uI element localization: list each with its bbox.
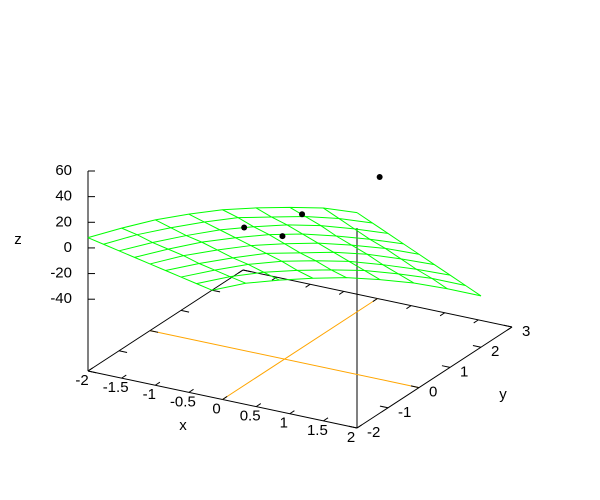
z-tick-label: 20 [55, 213, 72, 230]
z-axis-label: z [14, 231, 22, 248]
y-tick [348, 425, 358, 429]
x-tick [121, 374, 127, 379]
x-tick [154, 381, 161, 386]
y-tick [441, 365, 451, 368]
x-tick [271, 276, 277, 281]
surface-mesh-line [87, 237, 213, 291]
x-tick-label: 0 [212, 400, 220, 417]
data-point [376, 173, 383, 180]
z-tick-label: -40 [50, 290, 72, 307]
data-point [241, 224, 248, 231]
surface-mesh-line [222, 209, 347, 279]
x-tick [372, 298, 378, 302]
x-tick [439, 312, 446, 317]
x-tick [356, 424, 362, 429]
y-tick [180, 309, 190, 313]
y-tick [410, 385, 420, 389]
x-tick [238, 269, 244, 274]
y-tick [503, 324, 513, 328]
surface-mesh-line [356, 212, 482, 297]
data-point [279, 233, 286, 240]
x-tick [406, 305, 412, 310]
x-tick [323, 417, 329, 422]
surface-mesh-line [103, 215, 373, 245]
y-tick [242, 269, 252, 273]
surface-mesh-line [180, 260, 451, 278]
y-tick-label: 2 [491, 343, 499, 360]
y-tick-label: -1 [398, 404, 411, 421]
y-tick-label: 3 [522, 323, 530, 340]
base-edge [356, 326, 513, 429]
z-tick-label: 40 [55, 188, 72, 205]
x-tick [188, 388, 194, 393]
x-tick-label: 1 [280, 415, 288, 432]
y-tick [87, 370, 97, 374]
x-tick-label: 0.5 [240, 408, 261, 425]
x-tick [305, 283, 311, 288]
surface-mesh-line [87, 206, 358, 239]
y-tick [118, 350, 128, 353]
data-point [299, 211, 306, 218]
x-zero-axis [222, 298, 378, 400]
x-tick-label: 1.5 [307, 422, 328, 439]
y-tick-label: 0 [429, 384, 437, 401]
y-tick-label: 1 [460, 363, 468, 380]
x-tick [255, 403, 262, 408]
surface-mesh-line [188, 213, 314, 279]
surface-mesh-line [155, 219, 280, 281]
x-tick [87, 367, 93, 372]
base-edge [87, 269, 244, 372]
x-tick [507, 326, 513, 331]
y-axis-label: y [499, 386, 507, 403]
x-axis-label: x [179, 417, 187, 434]
x-tick [473, 319, 479, 324]
x-tick [338, 290, 345, 295]
surface-mesh-line [255, 207, 381, 281]
surface-mesh-line [121, 227, 246, 284]
x-tick-label: -2 [75, 372, 88, 389]
z-tick-label: 0 [64, 239, 72, 256]
x-tick [289, 410, 295, 415]
x-tick-label: -1 [143, 386, 156, 403]
y-tick [149, 330, 159, 333]
z-tick-label: -20 [50, 265, 72, 282]
y-tick-label: -2 [367, 424, 380, 441]
x-tick-label: -0.5 [170, 393, 196, 410]
y-tick [472, 345, 482, 348]
x-tick-label: 2 [347, 429, 355, 446]
y-tick [211, 289, 221, 293]
y-zero-axis [149, 330, 420, 389]
x-tick-label: -1.5 [103, 379, 129, 396]
surface-mesh-line [289, 206, 415, 284]
x-tick [222, 396, 228, 400]
surface-mesh-line [323, 207, 448, 290]
y-tick [379, 405, 389, 409]
z-tick-label: 60 [55, 162, 72, 179]
